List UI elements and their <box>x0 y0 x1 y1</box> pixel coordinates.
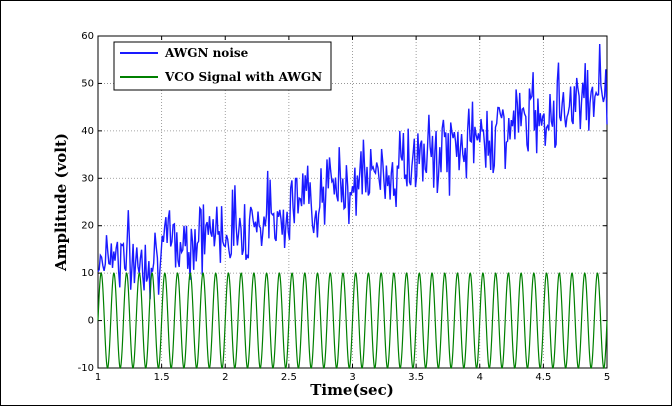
series-line-awgn <box>97 43 608 300</box>
series-line-vco <box>97 272 608 369</box>
y-tick-label: 30 <box>81 173 94 184</box>
y-tick-label: 60 <box>81 31 94 42</box>
x-tick-label: 5 <box>604 372 610 383</box>
y-tick-label: 50 <box>81 78 94 89</box>
x-tick-label: 4 <box>477 372 483 383</box>
legend-label-vco: VCO Signal with AWGN <box>164 70 322 84</box>
x-tick-label: 1.5 <box>154 372 170 383</box>
y-tick-label: 0 <box>88 316 94 327</box>
legend-label-awgn: AWGN noise <box>164 46 249 60</box>
legend-box <box>113 41 332 91</box>
y-tick-label: 20 <box>81 221 94 232</box>
x-tick-label: 4.5 <box>535 372 551 383</box>
x-tick-label: 3.5 <box>408 372 424 383</box>
x-tick-label: 3 <box>349 372 355 383</box>
series-group <box>97 43 608 369</box>
x-tick-label: 1 <box>95 372 101 383</box>
x-tick-label: 2 <box>222 372 228 383</box>
legend: AWGN noise VCO Signal with AWGN <box>113 41 332 91</box>
y-tick-label: 10 <box>81 268 94 279</box>
y-tick-label: -10 <box>78 363 94 374</box>
y-tick-label: 40 <box>81 126 94 137</box>
x-tick-label: 2.5 <box>281 372 297 383</box>
x-axis-label: Time(sec) <box>310 381 394 399</box>
ticks: 1 1.5 2 2.5 3 3.5 4 4.5 5 -10 0 10 20 30 40 50 60 <box>78 31 611 383</box>
y-axis-label: Amplitude (volt) <box>52 133 70 272</box>
